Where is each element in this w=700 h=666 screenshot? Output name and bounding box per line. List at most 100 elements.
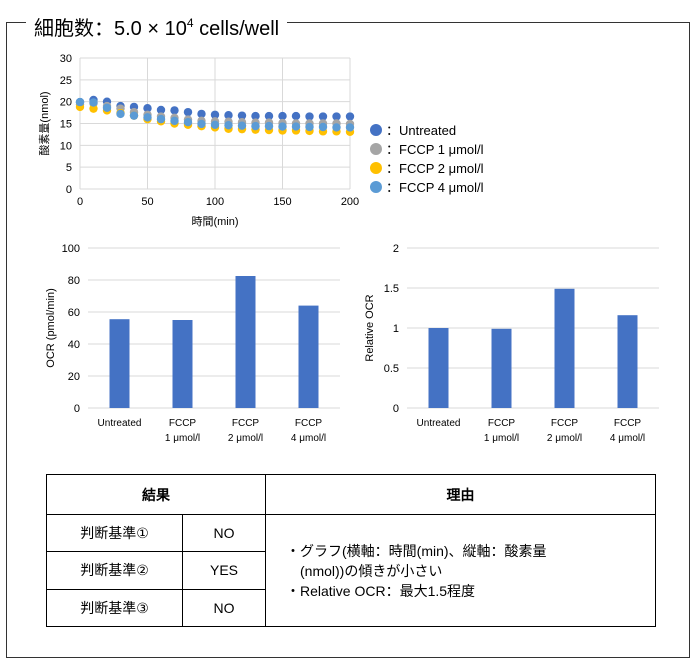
scatter-point-series-1 [156,105,166,115]
table-row: 判断基準① NO ・グラフ(横軸：時間(min)、縦軸：酸素量 (nmol))の… [46,513,656,627]
table-row: 判断基準③ NO [46,588,656,628]
reason-cell: ・グラフ(横軸：時間(min)、縦軸：酸素量 (nmol))の傾きが小さい ・R… [265,514,656,627]
table-header-row: 結果 理由 [46,474,656,515]
scatter-point-series-4 [75,97,85,107]
scatter-x-tick-label: 150 [273,196,291,208]
criterion-3: 判断基準③ [46,588,183,628]
legend-item-fccp2: ：FCCP 2 μmol/l [370,158,484,177]
scatter-point-series-4 [264,121,274,131]
result-table: 結果 理由 判断基準① NO ・グラフ(横軸：時間(min)、縦軸：酸素量 (n… [46,474,656,628]
scatter-point-series-3 [89,104,98,113]
scatter-point-series-1 [291,111,301,121]
legend-label-fccp1: ：FCCP 1 μmol/l [386,142,484,157]
scatter-x-axis-label: 時間(min) [191,215,238,228]
legend-label-fccp2: ：FCCP 2 μmol/l [386,161,484,176]
ocr-y-tick-label: 80 [68,275,80,287]
scatter-point-series-4 [210,120,220,130]
ocr-bar [298,305,319,408]
scatter-point-series-4 [278,122,287,131]
scatter-point-series-4 [291,122,301,131]
ocr-y-tick-label: 0 [74,403,80,415]
relative-ocr-bar [617,315,638,408]
legend-item-fccp1: ：FCCP 1 μmol/l [370,139,484,158]
ocr-x-tick-label: Untreated [98,418,142,429]
scatter-x-tick-label: 0 [77,196,83,208]
scatter-point-series-4 [102,103,112,112]
scatter-y-tick-label: 0 [66,184,72,196]
legend-label-untreated: ：Untreated [386,123,457,138]
scatter-point-series-1 [345,112,355,121]
ocr-y-tick-label: 100 [62,243,80,255]
scatter-point-series-4 [332,123,341,132]
value-1: NO [182,513,266,553]
scatter-point-series-4 [318,122,328,132]
scatter-y-tick-label: 25 [60,75,72,87]
scatter-x-tick-label: 50 [141,196,153,208]
relative-ocr-y-tick-label: 1 [393,323,399,335]
scatter-y-axis-label: 酸素量(nmol) [37,91,51,155]
scatter-point-series-1 [264,111,274,121]
scatter-point-series-4 [224,121,233,130]
scatter-point-series-1 [183,107,193,117]
ocr-x-tick-label: 4 μmol/l [291,433,326,444]
ocr-x-tick-label: FCCP [295,418,323,429]
ocr-x-tick-label: FCCP [169,418,197,429]
header-reason: 理由 [265,474,656,515]
scatter-point-series-4 [251,121,260,131]
legend-marker-untreated [370,123,382,136]
scatter-point-series-4 [345,123,355,132]
legend-item-fccp4: ：FCCP 4 μmol/l [370,177,484,196]
relative-ocr-x-tick-label: Untreated [417,418,461,429]
reason-line-2: (nmol))の傾きが小さい [286,562,443,579]
relative-ocr-bar [554,288,575,408]
ocr-x-tick-label: FCCP [232,418,260,429]
legend-marker-fccp1 [370,142,382,155]
scatter-point-series-1 [143,104,152,113]
table-row: 判断基準② YES [46,551,656,590]
value-3: NO [182,588,266,628]
scatter-point-series-4 [305,122,314,132]
relative-ocr-y-axis-label: Relative OCR [364,294,376,361]
criterion-2: 判断基準② [46,551,183,590]
scatter-point-series-4 [197,119,206,129]
relative-ocr-x-tick-label: FCCP [551,418,579,429]
ocr-bar [109,319,130,408]
legend-item-untreated: ：Untreated [370,120,484,139]
scatter-point-series-1 [305,112,314,121]
ocr-bar [172,320,193,408]
scatter-point-series-4 [143,113,152,122]
ocr-y-tick-label: 40 [68,339,80,351]
scatter-point-series-1 [197,109,206,119]
value-2: YES [182,551,266,590]
reason-line-3: ・Relative OCR：最大1.5程度 [286,582,476,599]
header-result: 結果 [46,474,266,515]
relative-ocr-y-tick-label: 1.5 [384,283,399,295]
relative-ocr-bar [491,328,512,408]
scatter-point-series-4 [116,109,125,119]
scatter-point-series-4 [89,98,98,107]
ocr-y-tick-label: 60 [68,307,80,319]
scatter-point-series-1 [278,111,287,121]
scatter-y-tick-label: 5 [66,162,72,174]
scatter-point-series-4 [156,114,166,124]
scatter-point-series-1 [251,111,260,121]
page-title: 細胞数：5.0 × 104 cells/well [26,10,288,42]
scatter-point-series-4 [129,111,139,120]
scatter-point-series-4 [237,121,247,130]
scatter-legend: ：Untreated ：FCCP 1 μmol/l ：FCCP 2 μmol/l… [370,120,484,196]
scatter-point-series-1 [224,111,233,120]
scatter-x-tick-label: 200 [341,196,359,208]
ocr-x-tick-label: 2 μmol/l [228,433,263,444]
scatter-point-series-4 [170,116,179,126]
scatter-y-tick-label: 30 [60,53,72,65]
outer-frame [6,22,690,658]
relative-ocr-y-tick-label: 0 [393,403,399,415]
scatter-y-tick-label: 15 [60,119,72,131]
relative-ocr-x-tick-label: 4 μmol/l [610,433,645,444]
scatter-point-series-4 [183,117,193,127]
title-exponent: 4 [186,16,194,30]
ocr-y-axis-label: OCR (pmol/min) [45,288,57,367]
scatter-point-series-1 [318,112,328,121]
relative-ocr-x-tick-label: 1 μmol/l [484,433,519,444]
